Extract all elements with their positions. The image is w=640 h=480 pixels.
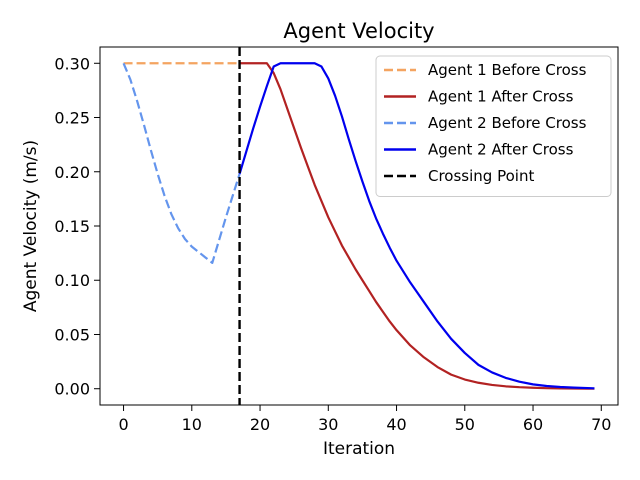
y-tick-label: 0.05: [54, 325, 90, 344]
series-line-agent-2-after-cross: [238, 62, 595, 390]
chart-title: Agent Velocity: [283, 19, 434, 43]
y-tick-label: 0.15: [54, 217, 90, 236]
y-tick-label: 0.10: [54, 271, 90, 290]
legend-label: Agent 2 Before Cross: [428, 114, 587, 132]
legend-label: Agent 1 After Cross: [428, 88, 574, 106]
legend-box: [375, 55, 612, 197]
x-axis: 0 10 20 30 40 50 60 70: [118, 405, 611, 434]
x-tick-label: 10: [182, 415, 202, 434]
x-tick-label: 40: [386, 415, 406, 434]
x-tick-label: 0: [118, 415, 128, 434]
legend-label: Agent 2 After Cross: [428, 141, 574, 159]
series-line-agent-1-after-cross: [239, 62, 595, 390]
legend-label: Crossing Point: [428, 167, 534, 185]
lines-layer: [122, 47, 595, 405]
y-axis: 0.00 0.05 0.10 0.15 0.20 0.25 0.30: [54, 54, 100, 399]
x-tick-label: 20: [250, 415, 270, 434]
y-tick-label: 0.25: [54, 109, 90, 128]
y-tick-label: 0.30: [54, 54, 90, 73]
x-axis-label: Iteration: [323, 439, 395, 459]
x-tick-label: 70: [591, 415, 611, 434]
y-tick-label: 0.20: [54, 163, 90, 182]
series-line-agent-2-before-cross: [122, 62, 241, 264]
legend-label: Agent 1 Before Cross: [428, 61, 587, 79]
x-tick-label: 50: [455, 415, 475, 434]
x-tick-label: 30: [318, 415, 338, 434]
y-axis-label: Agent Velocity (m/s): [21, 140, 41, 312]
x-tick-label: 60: [523, 415, 543, 434]
plot-area: [99, 46, 619, 406]
y-tick-label: 0.00: [54, 380, 90, 399]
legend: Agent 1 Before Cross Agent 1 After Cross A…: [375, 55, 612, 197]
